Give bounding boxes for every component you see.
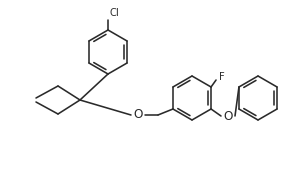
Text: O: O <box>223 109 233 123</box>
Text: F: F <box>219 72 225 82</box>
Text: O: O <box>133 108 143 122</box>
Text: Cl: Cl <box>109 8 119 18</box>
